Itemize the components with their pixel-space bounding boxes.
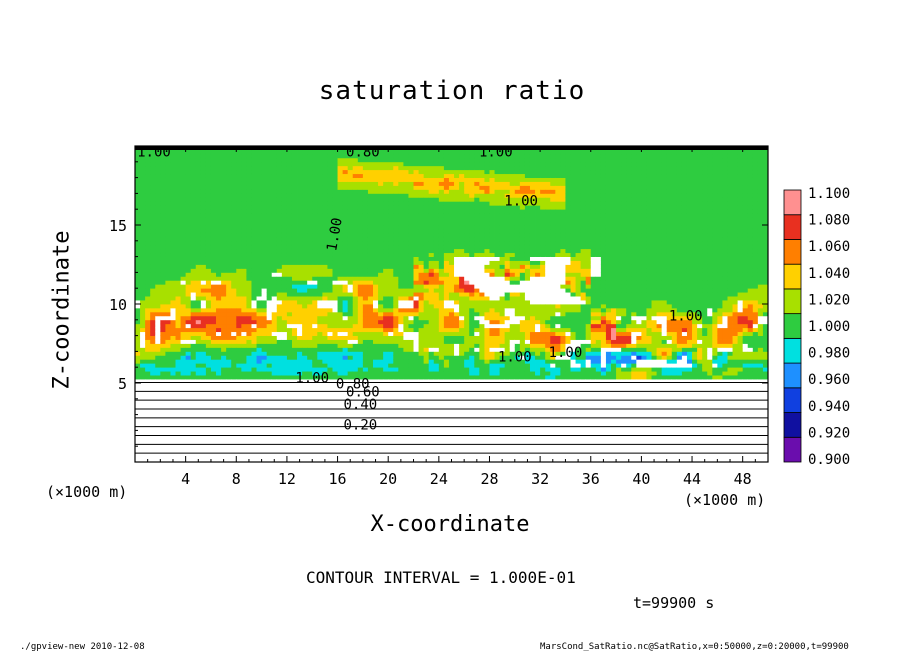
contour-label: 1.00 [669, 309, 703, 325]
contour-label: 1.00 [295, 370, 329, 386]
colorbar-label: 0.980 [808, 346, 850, 362]
y-axis-unit: (×1000 m) [46, 483, 128, 501]
x-axis-unit: (×1000 m) [684, 491, 766, 509]
x-tick-label: 8 [232, 470, 241, 488]
colorbar-label: 0.920 [808, 425, 850, 441]
contour-label: 1.00 [498, 350, 532, 366]
colorbar-label: 0.940 [808, 399, 850, 415]
x-tick-label: 20 [379, 470, 397, 488]
contour-label: 0.60 [346, 384, 380, 400]
footer-left: ./gpview-new 2010-12-08 [20, 642, 145, 652]
colorbar-label: 1.040 [808, 266, 850, 282]
x-tick-label: 36 [582, 470, 600, 488]
colorbar-swatch [783, 387, 802, 413]
colorbar-label: 1.020 [808, 292, 850, 308]
colorbar-swatch [783, 214, 802, 240]
contour-line [135, 146, 768, 150]
contour-label: 0.80 [346, 144, 380, 160]
colorbar-label: 1.080 [808, 213, 850, 229]
contour-label: 1.00 [504, 193, 538, 209]
x-tick-label: 44 [683, 470, 701, 488]
y-tick-label: 10 [109, 296, 127, 314]
chart-title: saturation ratio [318, 76, 586, 106]
contour-label: 1.00 [137, 144, 171, 160]
colorbar-swatch [783, 313, 802, 339]
contour-label: 0.20 [343, 418, 377, 434]
colorbar-swatch [783, 412, 802, 438]
x-tick-label: 24 [430, 470, 448, 488]
x-tick-label: 12 [278, 470, 296, 488]
colorbar-label: 1.000 [808, 319, 850, 335]
x-axis-label: X-coordinate [370, 512, 530, 537]
colorbar-swatch [783, 436, 802, 463]
contour-label: 0.80 [336, 377, 370, 393]
time-label: t=99900 s [633, 594, 715, 612]
footer-right: MarsCond_SatRatio.nc@SatRatio,x=0:50000,… [540, 642, 849, 652]
x-tick-label: 16 [329, 470, 347, 488]
colorbar-label: 0.900 [808, 452, 850, 468]
y-tick-label: 15 [109, 217, 127, 235]
colorbar-swatch [783, 362, 802, 389]
y-tick-label: 5 [118, 375, 127, 393]
colorbar-label: 1.060 [808, 239, 850, 255]
colorbar-label: 1.100 [808, 186, 850, 202]
contour-interval-text: CONTOUR INTERVAL = 1.000E-01 [306, 568, 576, 587]
contour-label: 1.00 [324, 216, 346, 252]
colorbar-swatch [783, 337, 802, 364]
x-tick-label: 28 [480, 470, 498, 488]
contour-label: 0.40 [343, 397, 377, 413]
colorbar-label: 0.960 [808, 372, 850, 388]
colorbar-swatch [783, 263, 802, 290]
heatmap-field [135, 146, 768, 462]
colorbar-swatch [783, 288, 802, 315]
x-tick-label: 48 [734, 470, 752, 488]
contour-label: 1.00 [479, 144, 513, 160]
y-axis-label: Z-coordinate [49, 230, 75, 390]
x-tick-label: 40 [632, 470, 650, 488]
x-tick-label: 4 [181, 470, 190, 488]
contour-label: 1.00 [549, 345, 583, 361]
colorbar-swatch [783, 239, 802, 265]
x-tick-label: 32 [531, 470, 549, 488]
colorbar-swatch [783, 189, 802, 216]
